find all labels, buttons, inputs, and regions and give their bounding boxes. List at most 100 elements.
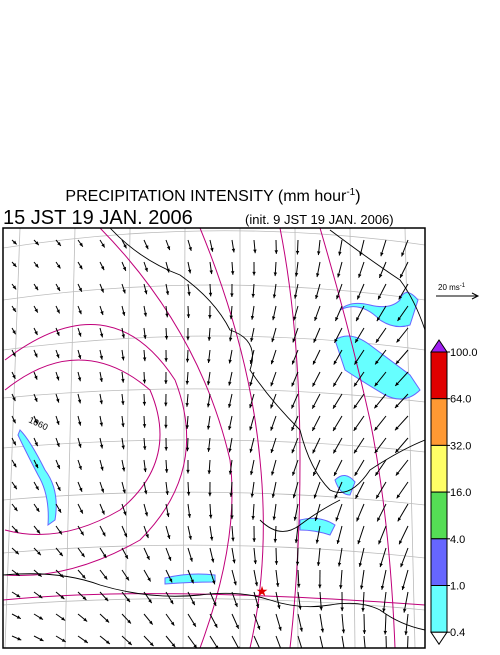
wind-arrow-head xyxy=(314,317,317,321)
wind-arrow-head xyxy=(164,403,167,407)
wind-arrow-head xyxy=(56,399,59,403)
wind-arrow-head xyxy=(316,273,319,277)
wind-arrow-head xyxy=(342,629,345,633)
title-main: PRECIPITATION INTENSITY (mm hour xyxy=(65,188,347,205)
wind-arrow-head xyxy=(56,354,59,358)
wind-scale-label: 20 ms-1 xyxy=(438,283,466,292)
star-marker: ★ xyxy=(256,583,269,599)
wind-arrow-head xyxy=(318,585,321,589)
wind-arrow-head xyxy=(271,360,274,364)
wind-arrow-head xyxy=(100,356,103,360)
wind-arrow-head xyxy=(208,493,211,497)
wind-arrow-head xyxy=(143,380,146,384)
colorbar-label: 4.0 xyxy=(450,534,465,546)
wind-arrow-head xyxy=(56,421,59,425)
colorbar: 100.064.032.016.04.01.00.4 xyxy=(431,340,478,644)
wind-arrow-head xyxy=(56,376,59,380)
wind-arrow-head xyxy=(292,472,295,476)
wind-arrow-head xyxy=(275,561,278,565)
colorbar-label: 0.4 xyxy=(450,627,465,639)
wind-arrow-head xyxy=(272,316,275,320)
wind-arrow-head xyxy=(271,449,274,453)
wind-arrow-head xyxy=(340,607,343,611)
wind-arrow-head xyxy=(252,538,255,542)
wind-arrow-head xyxy=(209,293,212,297)
colorbar-band xyxy=(431,352,447,399)
colorbar-band xyxy=(431,445,447,492)
wind-arrow-head xyxy=(251,516,254,520)
wind-arrow-head xyxy=(122,289,125,293)
colorbar-label: 1.0 xyxy=(450,581,465,593)
wind-arrow-head xyxy=(143,357,146,361)
wind-arrow-head xyxy=(270,382,273,386)
colorbar-label: 100.0 xyxy=(450,347,478,359)
wind-arrow-head xyxy=(164,425,167,429)
colorbar-band xyxy=(431,586,447,633)
wind-arrow-head xyxy=(277,605,280,609)
title-close: ) xyxy=(355,188,360,205)
wind-arrow-head xyxy=(79,466,82,470)
colorbar-band xyxy=(431,539,447,586)
colorbar-label: 64.0 xyxy=(450,394,471,406)
wind-arrow-head xyxy=(164,380,167,384)
wind-arrow-head xyxy=(145,268,148,272)
wind-arrow-head xyxy=(361,608,364,612)
wind-arrow-head xyxy=(300,628,303,632)
wind-arrow-head xyxy=(380,252,383,256)
wind-arrow-head xyxy=(143,446,146,450)
wind-arrow-head xyxy=(384,631,387,635)
wind-arrow-head xyxy=(186,359,189,363)
wind-arrow-head xyxy=(208,337,211,341)
wind-arrow-head xyxy=(272,494,275,498)
colorbar-band xyxy=(431,492,447,539)
wind-arrow-head xyxy=(210,248,213,252)
wind-arrow-head xyxy=(189,536,192,540)
wind-arrow-head xyxy=(165,336,168,340)
wind-arrow-head xyxy=(166,513,169,517)
wind-arrow-head xyxy=(314,494,317,498)
map-content: ★ 1060 xyxy=(3,228,425,650)
init-time: (init. 9 JST 19 JAN. 2006) xyxy=(245,212,394,227)
wind-arrow-head xyxy=(228,404,231,408)
wind-arrow-head xyxy=(316,540,319,544)
wind-arrow-head xyxy=(358,274,361,278)
wind-arrow-head xyxy=(145,534,148,538)
wind-arrow-head xyxy=(122,334,125,338)
wind-arrow-head xyxy=(275,250,278,254)
wind-arrow-head xyxy=(230,293,233,297)
title: PRECIPITATION INTENSITY (mm hour-1) xyxy=(65,187,360,205)
wind-arrow-head xyxy=(274,272,277,276)
wind-arrow-head xyxy=(363,630,366,634)
wind-arrow-head xyxy=(228,426,231,430)
wind-arrow-head xyxy=(296,562,299,566)
map: ★ 1060 xyxy=(3,228,425,650)
wind-arrow-head xyxy=(122,467,125,471)
wind-arrow-head xyxy=(296,251,299,255)
wind-arrow-head xyxy=(250,471,253,475)
wind-arrow-head xyxy=(357,540,360,544)
wind-arrow-head xyxy=(187,314,190,318)
wind-arrow-head xyxy=(231,538,234,542)
wind-arrow-head xyxy=(99,400,102,404)
wind-arrow-head xyxy=(101,489,104,493)
wind-arrow-head xyxy=(123,511,126,515)
colorbar-label: 16.0 xyxy=(450,487,471,499)
wind-arrow-head xyxy=(381,586,384,590)
wind-arrow-head xyxy=(208,315,211,319)
wind-arrow-head xyxy=(231,271,234,275)
colorbar-band xyxy=(431,399,447,446)
wind-arrow-head xyxy=(209,515,212,519)
wind-arrow-head xyxy=(270,427,273,431)
wind-arrow-head xyxy=(144,313,147,317)
wind-arrow-head xyxy=(208,470,211,474)
wind-arrow-head xyxy=(143,424,146,428)
wind-arrow-head xyxy=(100,445,103,449)
wind-arrow-head xyxy=(338,252,341,256)
wind-arrow-head xyxy=(143,402,146,406)
wind-arrow-head xyxy=(336,517,339,521)
wind-arrow-head xyxy=(78,333,81,337)
wind-scale: 20 ms-1 xyxy=(436,283,478,299)
wind-scale-exponent: -1 xyxy=(460,283,466,289)
wind-arrow-head xyxy=(235,603,238,607)
